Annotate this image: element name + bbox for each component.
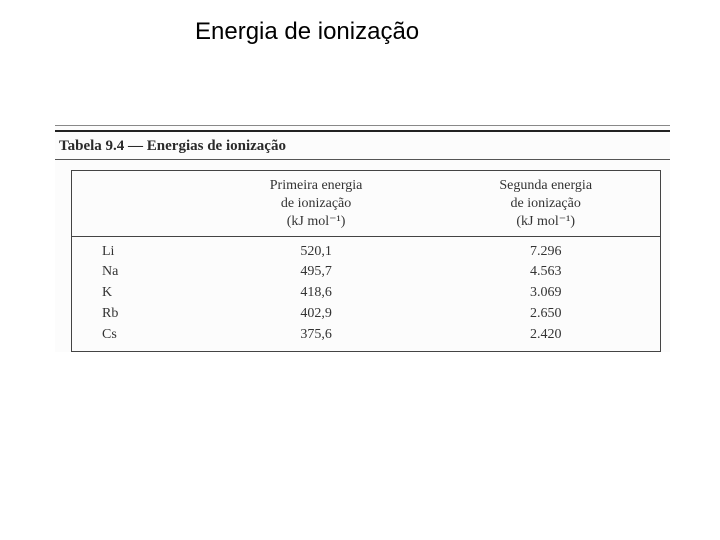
cell-second-energy: 7.296 — [431, 236, 661, 262]
cell-first-energy: 402,9 — [201, 304, 431, 325]
divider-thick — [55, 130, 670, 132]
divider-caption — [55, 159, 670, 160]
cell-element: Rb — [72, 304, 202, 325]
col-header-second-energy: Segunda energia de ionização (kJ mol⁻¹) — [431, 171, 661, 237]
table-region: Tabela 9.4 — Energias de ionização Prime… — [55, 125, 670, 352]
cell-second-energy: 4.563 — [431, 262, 661, 283]
cell-element: K — [72, 283, 202, 304]
cell-element: Li — [72, 236, 202, 262]
cell-first-energy: 418,6 — [201, 283, 431, 304]
cell-second-energy: 2.420 — [431, 325, 661, 351]
cell-first-energy: 375,6 — [201, 325, 431, 351]
divider-thin — [55, 125, 670, 126]
page-title: Energia de ionização — [195, 18, 419, 46]
table-row: Li 520,1 7.296 — [72, 236, 661, 262]
cell-element: Na — [72, 262, 202, 283]
ionization-table: Primeira energia de ionização (kJ mol⁻¹)… — [71, 170, 661, 352]
table-row: K 418,6 3.069 — [72, 283, 661, 304]
table-header-row: Primeira energia de ionização (kJ mol⁻¹)… — [72, 171, 661, 237]
cell-second-energy: 2.650 — [431, 304, 661, 325]
cell-first-energy: 520,1 — [201, 236, 431, 262]
cell-second-energy: 3.069 — [431, 283, 661, 304]
col-header-element — [72, 171, 202, 237]
cell-element: Cs — [72, 325, 202, 351]
table-row: Rb 402,9 2.650 — [72, 304, 661, 325]
table-row: Na 495,7 4.563 — [72, 262, 661, 283]
col-header-first-energy: Primeira energia de ionização (kJ mol⁻¹) — [201, 171, 431, 237]
table-row: Cs 375,6 2.420 — [72, 325, 661, 351]
table-caption: Tabela 9.4 — Energias de ionização — [55, 136, 670, 159]
cell-first-energy: 495,7 — [201, 262, 431, 283]
